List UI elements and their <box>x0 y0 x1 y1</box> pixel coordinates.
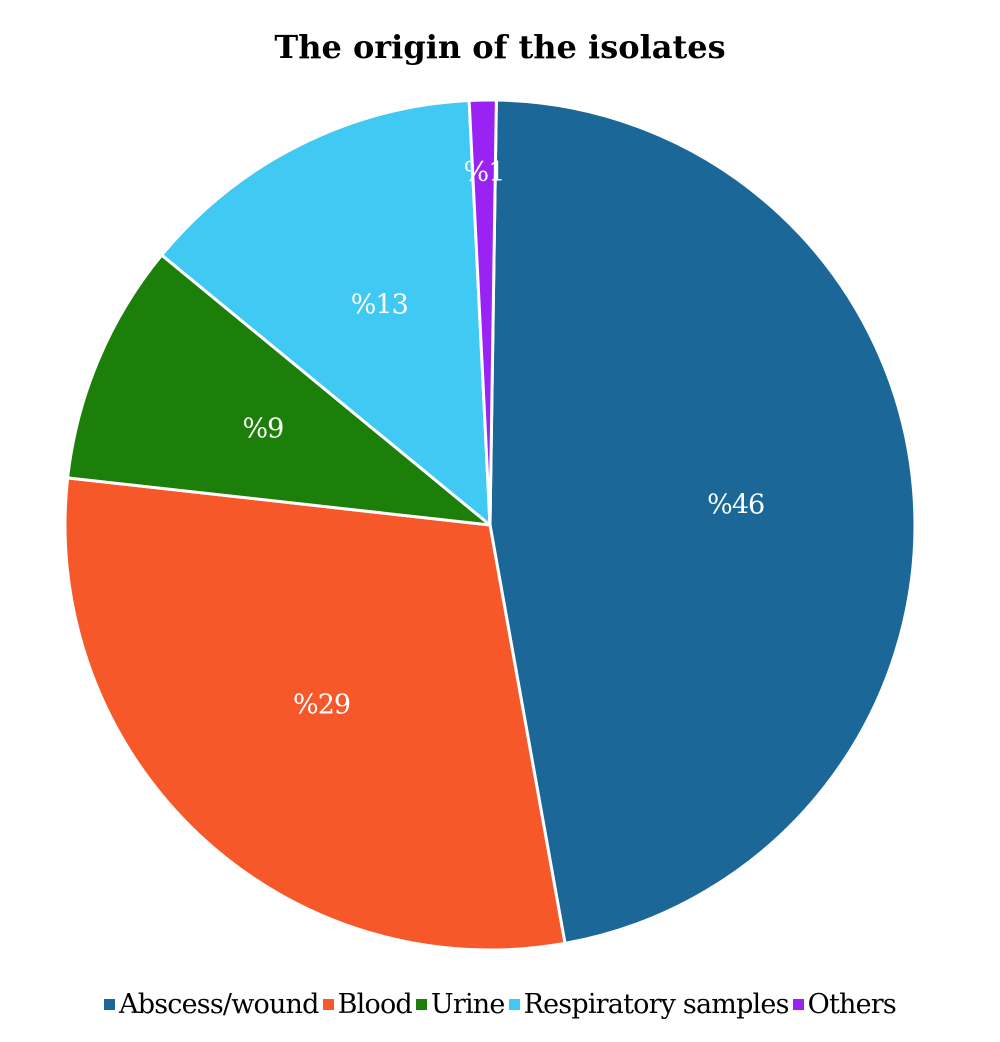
legend-swatch-blood <box>322 998 334 1010</box>
pie-slice-abscess-wound <box>488 98 917 945</box>
data-label-blood: %29 <box>293 689 350 720</box>
legend-item-abscess-wound: Abscess/wound <box>104 989 319 1020</box>
chart-title: The origin of the isolates <box>274 28 726 66</box>
legend-item-blood: Blood <box>322 988 413 1020</box>
pie-slice-respiratory-samples <box>160 99 492 527</box>
legend-swatch-respiratory-samples <box>508 998 520 1010</box>
legend-label-urine: Urine <box>430 988 505 1020</box>
legend-swatch-urine <box>415 998 427 1010</box>
pie-slice-others <box>467 98 498 527</box>
chart-legend: Abscess/wound Blood Urine Respiratory sampl… <box>0 982 1000 1026</box>
legend-item-urine: Urine <box>415 988 505 1020</box>
legend-label-blood: Blood <box>337 988 413 1020</box>
pie-slice-urine <box>66 253 492 527</box>
legend-label-abscess-wound: Abscess/wound <box>119 988 319 1020</box>
data-label-respiratory-samples: %13 <box>351 289 408 320</box>
legend-item-respiratory-samples: Respiratory samples <box>508 988 790 1020</box>
pie-slice-blood <box>63 476 567 952</box>
legend-swatch-others <box>792 998 804 1010</box>
legend-label-others: Others <box>807 988 897 1020</box>
data-label-urine: %9 <box>243 414 284 445</box>
data-label-others: %1 <box>464 157 505 188</box>
legend-item-others: Others <box>792 988 897 1020</box>
data-label-abscess-wound: %46 <box>707 490 764 521</box>
legend-swatch-abscess-wound <box>104 998 116 1010</box>
legend-label-respiratory-samples: Respiratory samples <box>523 988 790 1020</box>
